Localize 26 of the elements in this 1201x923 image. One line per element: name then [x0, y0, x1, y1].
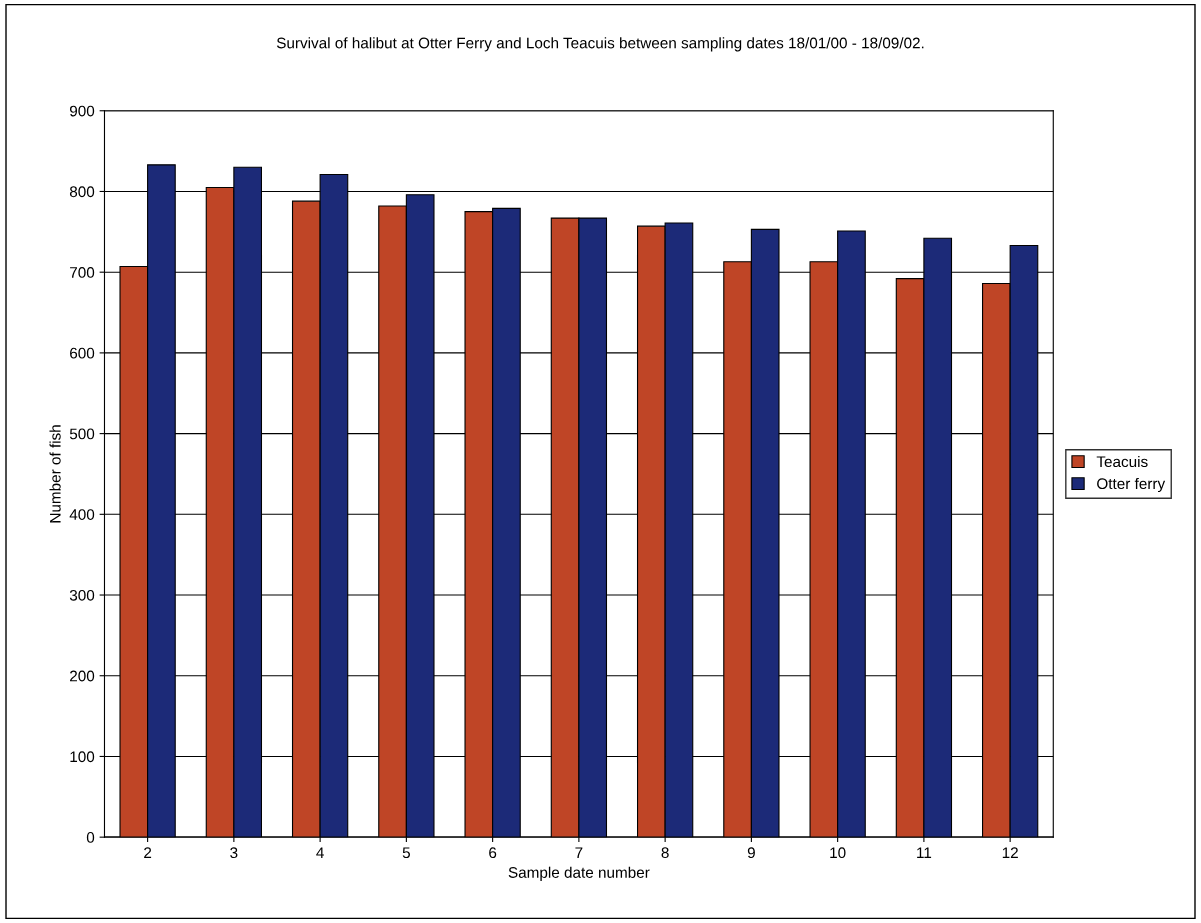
x-tick-label: 7 [575, 847, 583, 858]
x-tick-label: 8 [661, 847, 669, 859]
legend-label: Otter ferry [1097, 477, 1166, 493]
y-tick-label: 100 [70, 751, 95, 763]
x-tick-label: 11 [917, 847, 932, 858]
x-tick-label: 6 [489, 847, 497, 859]
y-tick-label: 600 [70, 347, 95, 359]
y-tick-label: 800 [69, 186, 95, 198]
chart-title: Survival of halibut at Otter Ferry and Loch Teacuis between sampling dates 18/01/00 - 18/09/02. [276, 37, 924, 52]
x-tick-label: 5 [402, 847, 410, 859]
legend-label: Teacuis [1096, 455, 1148, 468]
x-tick-label: 4 [316, 847, 324, 858]
y-tick-label: 900 [69, 105, 95, 117]
x-tick-label: 9 [747, 847, 755, 859]
x-tick-label: 12 [1002, 847, 1018, 858]
y-tick-label: 300 [69, 589, 95, 601]
y-tick-label: 0 [86, 832, 95, 843]
y-tick-label: 500 [69, 428, 95, 440]
y-axis-title: Number of fish [49, 425, 61, 523]
x-tick-label: 2 [144, 847, 152, 858]
x-axis-title: Sample date number [508, 866, 650, 881]
y-tick-label: 700 [70, 267, 95, 278]
y-tick-label: 400 [69, 509, 95, 520]
y-tick-label: 200 [70, 670, 95, 682]
x-tick-label: 10 [830, 847, 846, 859]
x-tick-label: 3 [230, 847, 238, 859]
